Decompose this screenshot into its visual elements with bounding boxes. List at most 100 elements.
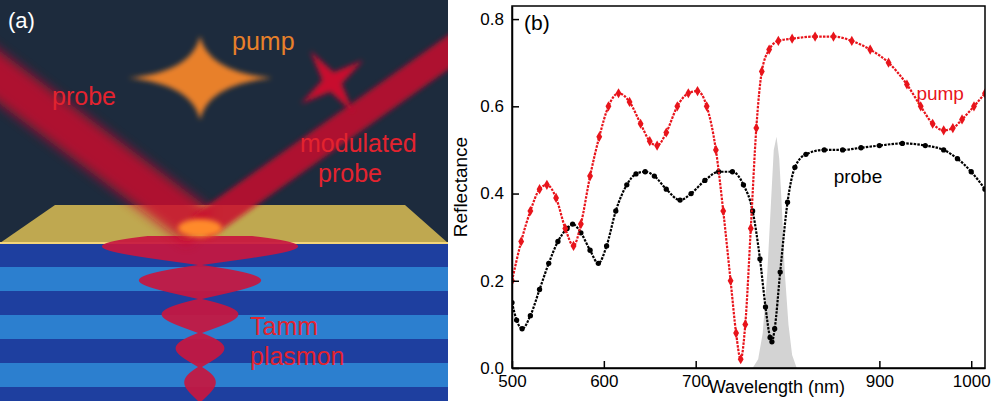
series-line (512, 143, 985, 341)
data-point (858, 145, 863, 150)
y-tick-label: 0.0 (480, 359, 504, 378)
x-tick-mark (971, 361, 973, 368)
y-tick: 0.2 (480, 272, 519, 291)
data-point (831, 31, 837, 41)
label: (a) (8, 8, 35, 33)
data-point (587, 248, 592, 253)
label: pump (232, 27, 295, 55)
data-point (775, 36, 781, 46)
data-point (955, 156, 960, 161)
y-tick-mark (512, 281, 519, 283)
data-point (753, 123, 759, 133)
y-tick-label: 0.6 (480, 97, 504, 116)
data-point (638, 119, 644, 129)
series-markers (512, 141, 985, 345)
data-point (654, 140, 660, 150)
data-point (695, 86, 701, 96)
y-axis-title: Reflectance (450, 137, 471, 237)
data-point (950, 123, 956, 133)
bragg-layer (0, 387, 448, 401)
y-tick: 0.4 (480, 184, 519, 203)
data-point (840, 147, 845, 152)
series-markers (512, 31, 985, 364)
data-point (570, 221, 575, 226)
focus-spot (178, 219, 222, 237)
data-point (733, 328, 739, 338)
data-point (555, 239, 560, 244)
x-axis-title: Wavelength (nm) (709, 377, 845, 397)
series-label: probe (834, 166, 883, 187)
data-point (527, 206, 533, 216)
data-point (677, 197, 682, 202)
data-point (812, 31, 818, 41)
data-point (664, 187, 669, 192)
data-point (930, 119, 936, 129)
y-tick: 0.6 (480, 97, 519, 116)
data-point (578, 219, 584, 229)
data-point (605, 101, 611, 111)
x-tick: 900 (866, 361, 894, 391)
y-tick-label: 0.2 (480, 272, 504, 291)
y-tick-mark (512, 19, 519, 21)
data-point (941, 147, 946, 152)
figure: (a)probepumpmodulatedprobeTammplasmon500… (0, 0, 1000, 401)
x-tick-label: 600 (590, 372, 618, 391)
data-point (633, 171, 638, 176)
data-point (759, 66, 765, 76)
data-point (663, 127, 669, 137)
data-point (613, 208, 618, 213)
data-point (763, 304, 768, 309)
x-tick-label: 1000 (953, 372, 991, 391)
data-point (904, 79, 910, 89)
y-tick-mark (512, 106, 519, 108)
series-label: pump (916, 83, 964, 104)
data-point (923, 143, 928, 148)
data-point (730, 169, 735, 174)
bragg-layer (0, 339, 448, 363)
data-point (792, 165, 797, 170)
y-tick-mark (512, 368, 519, 370)
data-point (713, 145, 719, 155)
data-point (596, 261, 601, 266)
data-point (528, 313, 533, 318)
data-point (941, 125, 947, 135)
label: modulatedprobe (300, 129, 417, 187)
series-line (512, 37, 985, 360)
modulated-probe-beam (200, 30, 448, 228)
data-point (688, 191, 693, 196)
data-point (748, 223, 754, 233)
data-point (647, 136, 653, 146)
x-tick-label: 900 (866, 372, 894, 391)
data-point (785, 200, 790, 205)
probe-pulse (279, 29, 385, 135)
data-point (702, 178, 707, 183)
x-axis-line (513, 368, 986, 370)
data-point (537, 184, 543, 194)
data-point (652, 173, 657, 178)
x-tick: 700 (682, 361, 710, 391)
data-point (822, 147, 827, 152)
data-point (616, 88, 622, 98)
data-point (766, 45, 772, 55)
y-tick: 0.0 (480, 359, 519, 378)
data-point (877, 143, 882, 148)
data-point (544, 180, 550, 190)
data-point (741, 182, 746, 187)
data-point (514, 317, 519, 322)
data-point (604, 243, 609, 248)
data-point (587, 171, 593, 181)
data-point (571, 241, 577, 251)
data-point (674, 101, 680, 111)
data-point (772, 326, 777, 331)
data-point (537, 287, 542, 292)
data-point (959, 114, 965, 124)
data-point (720, 206, 726, 216)
data-point (900, 141, 905, 146)
data-point (769, 339, 774, 344)
data-point (738, 354, 744, 364)
bragg-layer (0, 363, 448, 387)
data-point (624, 182, 629, 187)
x-tick-mark (604, 361, 606, 368)
data-point (969, 169, 974, 174)
data-point (886, 58, 892, 68)
